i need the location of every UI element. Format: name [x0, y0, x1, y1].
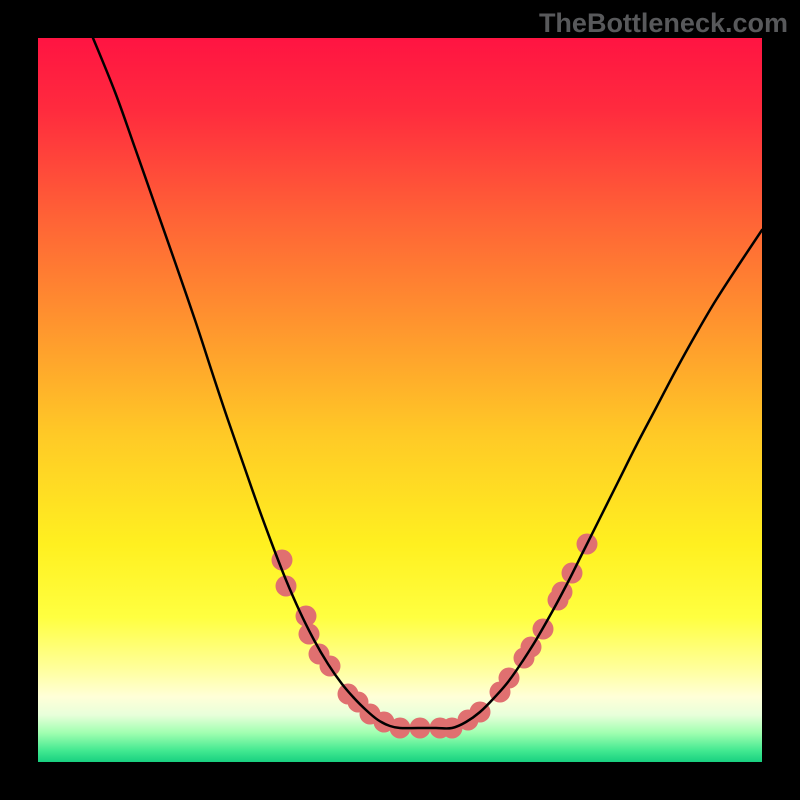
bottleneck-chart [0, 0, 800, 800]
watermark-text: TheBottleneck.com [539, 8, 788, 39]
gradient-background [38, 38, 762, 762]
data-marker [299, 624, 320, 645]
